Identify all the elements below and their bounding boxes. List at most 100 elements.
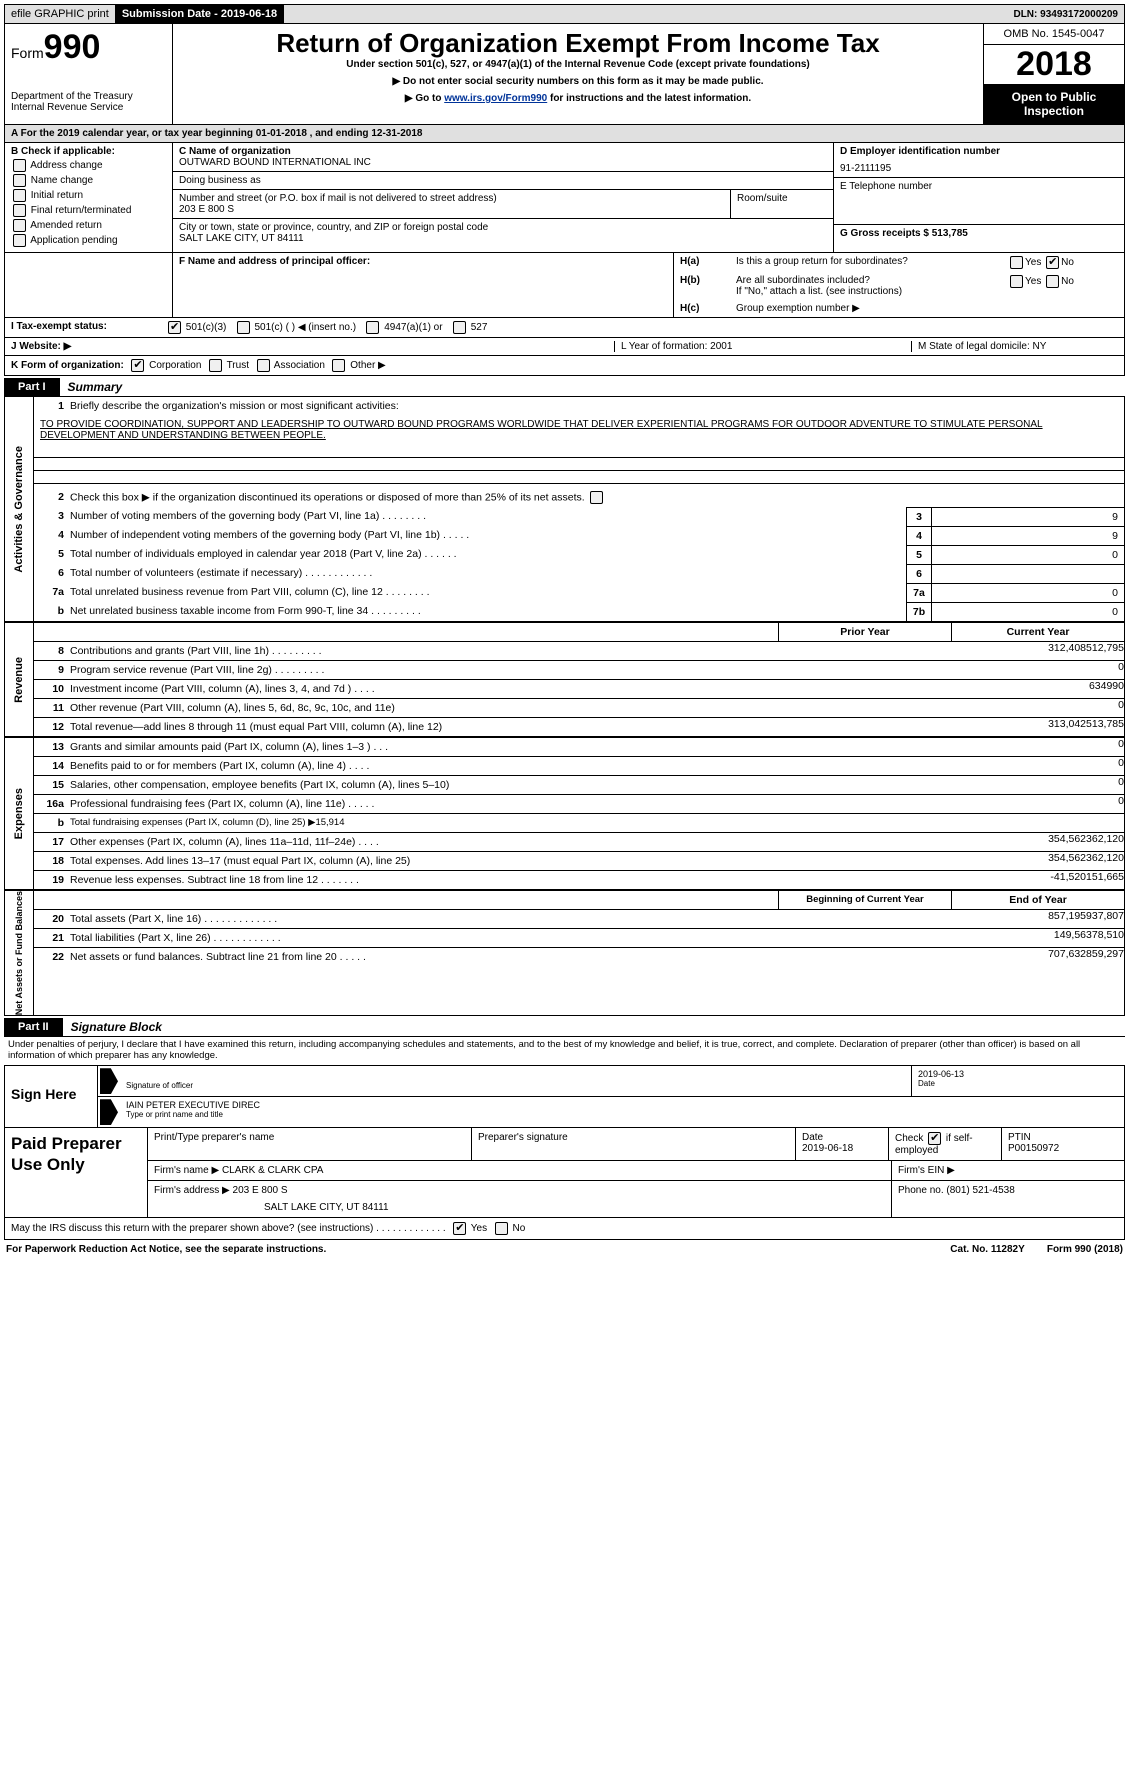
form-ref: Form 990 (2018) [1047,1244,1123,1255]
form-org-label: K Form of organization: [11,360,124,371]
cb-may-no[interactable] [495,1222,508,1235]
governance-block: Activities & Governance 1Briefly describ… [4,396,1125,622]
firm-address-2: SALT LAKE CITY, UT 84111 [264,1202,885,1213]
cb-4947[interactable] [366,321,379,334]
side-governance: Activities & Governance [5,397,34,621]
hdr-begin: Beginning of Current Year [778,891,951,909]
telephone-label: E Telephone number [834,178,1124,225]
form-title: Return of Organization Exempt From Incom… [177,28,979,59]
ein: 91-2111195 [840,163,1118,174]
org-name-label: C Name of organization [179,146,827,157]
cb-final-return[interactable] [13,204,26,217]
hdr-prior: Prior Year [778,623,951,641]
cb-name-change[interactable] [13,174,26,187]
ein-label: D Employer identification number [840,146,1118,157]
val-4: 9 [932,526,1124,545]
prep-name-label: Print/Type preparer's name [148,1128,472,1160]
hdr-curr: Current Year [951,623,1124,641]
penalty-text: Under penalties of perjury, I declare th… [4,1036,1125,1063]
hb-note: If "No," attach a list. (see instruction… [736,286,996,297]
expenses-block: Expenses 13Grants and similar amounts pa… [4,737,1125,890]
revenue-block: Revenue Prior YearCurrent Year 8Contribu… [4,622,1125,737]
part-ii-title: Signature Block [71,1020,162,1034]
part-i-title: Summary [68,380,123,394]
topbar: efile GRAPHIC print Submission Date - 20… [4,4,1125,24]
cb-501c3[interactable] [168,321,181,334]
website-label: J Website: ▶ [11,341,614,352]
cb-527[interactable] [453,321,466,334]
submission-date: Submission Date - 2019-06-18 [116,5,284,23]
sig-date-label: Date [918,1079,1118,1088]
firm-address: Firm's address ▶ 203 E 800 S [154,1185,885,1196]
val-5: 0 [932,545,1124,564]
subtitle-1: Under section 501(c), 527, or 4947(a)(1)… [177,59,979,70]
part-i-tab: Part I [4,378,60,396]
ha-label: H(a) [674,253,730,272]
paperwork-notice: For Paperwork Reduction Act Notice, see … [6,1244,326,1255]
cb-hb-yes[interactable] [1010,275,1023,288]
cb-initial-return[interactable] [13,189,26,202]
tax-year: 2018 [984,45,1124,84]
subtitle-3: ▶ Go to www.irs.gov/Form990 for instruct… [177,93,979,104]
cb-association[interactable] [257,359,270,372]
officer-name-label: Type or print name and title [126,1110,1118,1119]
firm-phone: Phone no. (801) 521-4538 [892,1181,1124,1217]
identity-section: A For the 2019 calendar year, or tax yea… [4,125,1125,376]
arrow-icon [100,1068,118,1094]
cb-pending[interactable] [13,234,26,247]
ptin: P00150972 [1008,1143,1118,1154]
paid-preparer: Paid Preparer Use Only Print/Type prepar… [4,1128,1125,1218]
cb-discontinued[interactable] [590,491,603,504]
room-suite: Room/suite [731,190,833,218]
street-label: Number and street (or P.O. box if mail i… [179,193,724,204]
hc-text: Group exemption number ▶ [730,300,1124,317]
form990-link[interactable]: www.irs.gov/Form990 [444,93,547,104]
cb-ha-no[interactable] [1046,256,1059,269]
cb-501c[interactable] [237,321,250,334]
dept-treasury: Department of the Treasury [11,91,166,102]
ha-text: Is this a group return for subordinates? [730,253,1002,272]
city: SALT LAKE CITY, UT 84111 [179,233,827,244]
val-7a: 0 [932,583,1124,602]
subtitle-2: ▶ Do not enter social security numbers o… [177,76,979,87]
firm-ein: Firm's EIN ▶ [892,1161,1124,1180]
cb-hb-no[interactable] [1046,275,1059,288]
prep-date: 2019-06-18 [802,1143,882,1154]
paid-label: Paid Preparer Use Only [5,1128,148,1217]
hb-text: Are all subordinates included? [736,275,996,286]
tax-exempt-label: I Tax-exempt status: [11,321,166,334]
cb-ha-yes[interactable] [1010,256,1023,269]
dba: Doing business as [173,172,833,190]
arrow-icon [100,1099,118,1125]
hb-label: H(b) [674,272,730,300]
cb-amended[interactable] [13,219,26,232]
cb-address-change[interactable] [13,159,26,172]
footer: For Paperwork Reduction Act Notice, see … [4,1240,1125,1259]
state-domicile: M State of legal domicile: NY [911,341,1118,352]
firm-name: Firm's name ▶ CLARK & CLARK CPA [148,1161,892,1180]
cat-no: Cat. No. 11282Y [950,1244,1024,1255]
tax-year-line: A For the 2019 calendar year, or tax yea… [5,125,1124,143]
cb-may-yes[interactable] [453,1222,466,1235]
officer-name: IAIN PETER EXECUTIVE DIREC [126,1100,1118,1110]
open-inspection: Open to Public Inspection [984,84,1124,124]
hc-label: H(c) [674,300,730,317]
org-name: OUTWARD BOUND INTERNATIONAL INC [179,157,827,168]
cb-corporation[interactable] [131,359,144,372]
mission-text: TO PROVIDE COORDINATION, SUPPORT AND LEA… [40,419,1043,441]
street: 203 E 800 S [179,204,724,215]
cb-other[interactable] [332,359,345,372]
side-expenses: Expenses [5,738,34,889]
principal-officer-label: F Name and address of principal officer: [179,256,667,267]
sign-here-label: Sign Here [5,1066,98,1127]
sig-date: 2019-06-13 [918,1069,1118,1079]
hdr-end: End of Year [951,891,1124,909]
may-discuss-row: May the IRS discuss this return with the… [4,1218,1125,1240]
dln: DLN: 93493172000209 [1013,9,1124,20]
col-b: B Check if applicable: Address change Na… [5,143,173,252]
cb-trust[interactable] [209,359,222,372]
year-formation: L Year of formation: 2001 [614,341,911,352]
sig-officer-label: Signature of officer [126,1081,905,1090]
city-label: City or town, state or province, country… [179,222,827,233]
cb-self-employed[interactable] [928,1132,941,1145]
